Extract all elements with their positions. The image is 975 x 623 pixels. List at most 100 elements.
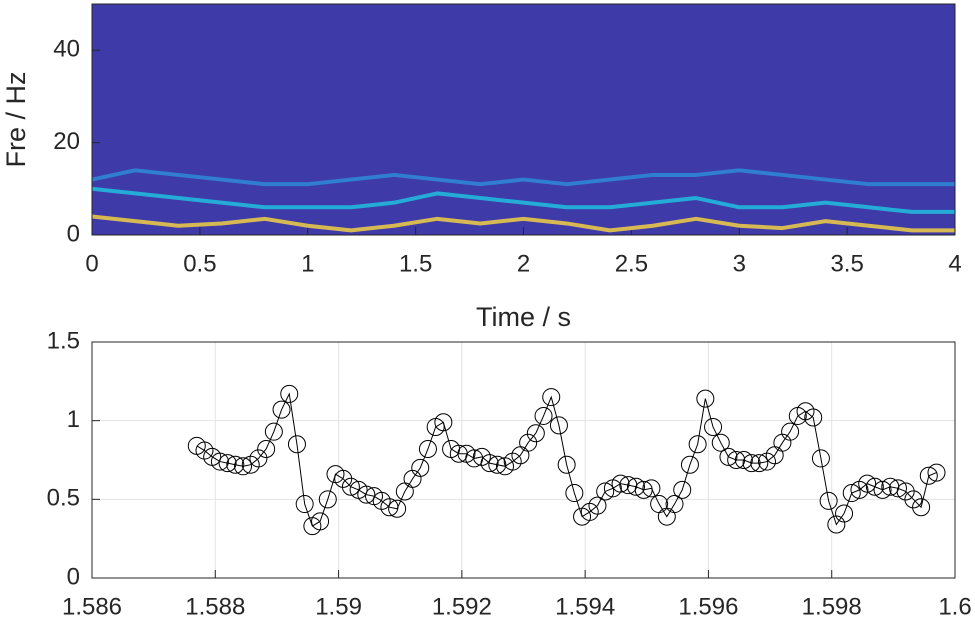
marker xyxy=(249,449,268,468)
marker xyxy=(549,416,568,435)
marker xyxy=(565,484,584,503)
marker xyxy=(750,454,769,473)
marker xyxy=(357,485,376,504)
marker xyxy=(927,463,946,482)
marker xyxy=(819,491,838,510)
marker xyxy=(634,480,653,499)
marker xyxy=(210,452,229,471)
marker xyxy=(257,439,276,458)
marker xyxy=(472,447,491,466)
marker xyxy=(688,435,707,454)
marker xyxy=(534,406,553,425)
marker xyxy=(542,388,561,407)
marker xyxy=(218,454,237,473)
x-tick-label: 0.5 xyxy=(183,250,216,277)
y-tick-label: 0 xyxy=(67,563,80,590)
frequency-ridge xyxy=(91,186,955,214)
x-tick-label: 1.594 xyxy=(555,593,615,620)
marker xyxy=(557,455,576,474)
marker xyxy=(888,479,907,498)
marker xyxy=(696,389,715,408)
panel xyxy=(91,3,956,236)
axes-frame xyxy=(91,3,956,236)
marker xyxy=(380,498,399,517)
marker xyxy=(896,482,915,501)
marker xyxy=(341,477,360,496)
x-tick-label: 3.5 xyxy=(830,250,863,277)
marker xyxy=(234,457,253,476)
marker xyxy=(596,482,615,501)
marker xyxy=(588,496,607,515)
plot-background xyxy=(92,4,955,235)
marker xyxy=(488,455,507,474)
x-tick-label: 2.5 xyxy=(615,250,648,277)
frequency-ridge xyxy=(91,168,955,187)
marker xyxy=(873,480,892,499)
x-tick-label: 1.592 xyxy=(432,593,492,620)
y-tick-label: 40 xyxy=(53,36,80,63)
marker xyxy=(241,455,260,474)
marker xyxy=(912,498,931,517)
marker xyxy=(264,422,283,441)
marker xyxy=(642,479,661,498)
marker xyxy=(673,480,692,499)
x-tick-label: 2 xyxy=(517,250,530,277)
marker xyxy=(503,452,522,471)
marker xyxy=(195,441,214,460)
marker xyxy=(526,424,545,443)
marker xyxy=(719,447,738,466)
plot-background xyxy=(92,342,955,578)
series-line xyxy=(196,392,937,527)
marker xyxy=(858,474,877,493)
x-axis-label: Time / s xyxy=(476,302,571,332)
marker xyxy=(734,451,753,469)
marker xyxy=(850,480,869,499)
marker xyxy=(480,454,499,473)
marker xyxy=(680,455,699,474)
x-tick-label: 4 xyxy=(948,250,961,277)
marker xyxy=(411,458,430,477)
marker xyxy=(711,433,730,452)
y-tick-label: 1 xyxy=(67,406,80,433)
y-tick-label: 20 xyxy=(53,128,80,155)
y-tick-label: 1.5 xyxy=(47,327,80,354)
marker xyxy=(796,402,815,421)
panel xyxy=(91,341,956,579)
marker xyxy=(842,484,861,503)
marker xyxy=(318,490,337,509)
marker xyxy=(519,433,538,452)
x-tick-label: 1.598 xyxy=(802,593,862,620)
frequency-ridge xyxy=(91,214,955,233)
marker xyxy=(865,477,884,496)
marker xyxy=(280,384,299,403)
marker xyxy=(611,474,630,493)
x-tick-label: 1.588 xyxy=(185,593,245,620)
marker xyxy=(388,499,407,518)
marker xyxy=(811,449,830,468)
marker xyxy=(418,439,437,458)
marker xyxy=(372,491,391,510)
marker xyxy=(781,422,800,441)
marker xyxy=(704,417,723,436)
marker xyxy=(580,502,599,521)
marker xyxy=(727,451,746,469)
marker xyxy=(295,495,314,514)
marker xyxy=(626,477,645,496)
marker xyxy=(742,454,761,473)
axes-frame xyxy=(91,341,956,579)
marker xyxy=(434,413,453,432)
y-tick-label: 0 xyxy=(67,220,80,247)
marker xyxy=(757,452,776,471)
marker xyxy=(272,400,291,419)
x-tick-label: 1 xyxy=(301,250,314,277)
y-axis-label: Fre / Hz xyxy=(1,71,31,167)
marker xyxy=(334,469,353,488)
x-tick-label: 1.6 xyxy=(938,593,971,620)
marker xyxy=(226,455,245,474)
marker xyxy=(904,490,923,509)
x-tick-label: 3 xyxy=(733,250,746,277)
marker xyxy=(311,512,330,531)
marker xyxy=(919,466,938,485)
marker xyxy=(835,504,854,523)
